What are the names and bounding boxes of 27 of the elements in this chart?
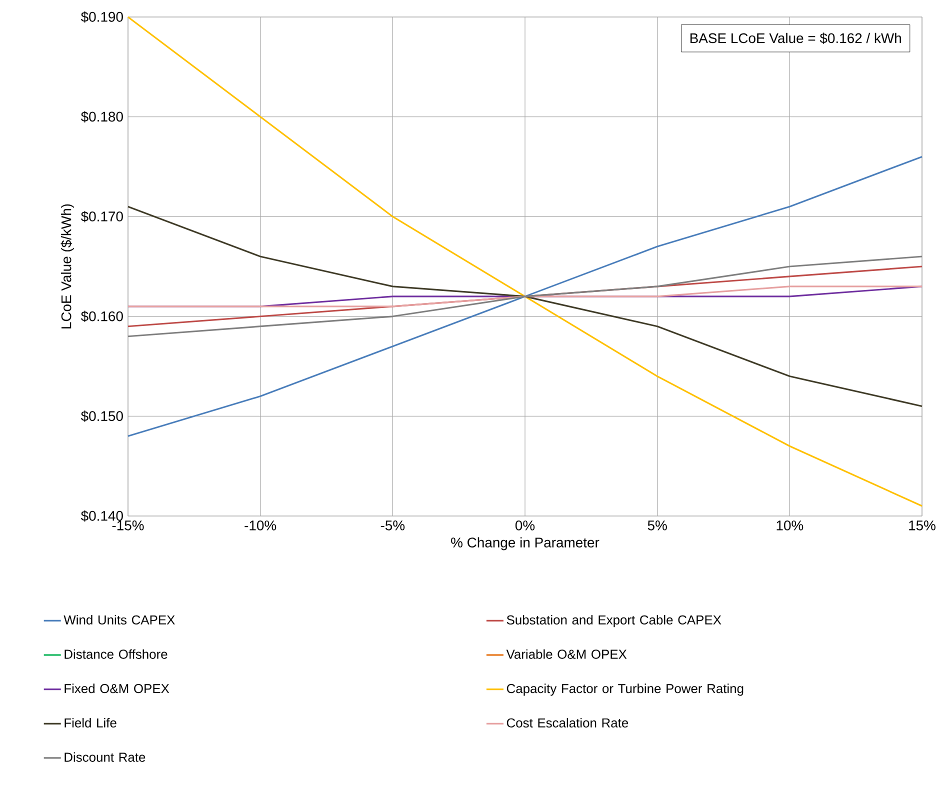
legend-label: Cost Escalation Rate (506, 718, 628, 728)
line-series (127, 206, 923, 408)
legend-label: Field Life (64, 718, 116, 728)
x-tick-label: -10% (244, 520, 276, 530)
legend-label: Discount Rate (64, 752, 146, 762)
legend-label: Variable O&M OPEX (506, 649, 627, 659)
x-tick-label: 10% (776, 520, 804, 530)
x-tick-label: 5% (648, 520, 667, 530)
legend-label: Distance Offshore (64, 649, 168, 659)
x-tick-label: 15% (909, 520, 936, 530)
legend-label: Fixed O&M OPEX (64, 684, 170, 694)
y-axis-title: LCoE Value ($/kWh) (60, 204, 74, 328)
y-tick-label: $0.140 (80, 510, 123, 522)
x-tick-label: 0% (515, 520, 535, 530)
y-tick-label: $0.180 (80, 111, 123, 122)
y-tick-label: $0.160 (80, 310, 123, 322)
x-tick-label: -5% (380, 520, 405, 530)
legend-label: Capacity Factor or Turbine Power Rating (506, 684, 744, 696)
legend-label: Wind Units CAPEX (64, 615, 175, 625)
x-axis-title: % Change in Parameter (451, 537, 600, 550)
legend-label: Substation and Export Cable CAPEX (506, 615, 722, 628)
y-tick-label: $0.190 (80, 11, 123, 23)
y-tick-label: $0.150 (80, 410, 123, 422)
annotation: BASE LCoE Value = $0.162 / kWh (690, 32, 901, 44)
line-series (127, 156, 923, 437)
x-tick-label: -15% (112, 520, 144, 530)
y-tick-label: $0.170 (80, 210, 123, 222)
